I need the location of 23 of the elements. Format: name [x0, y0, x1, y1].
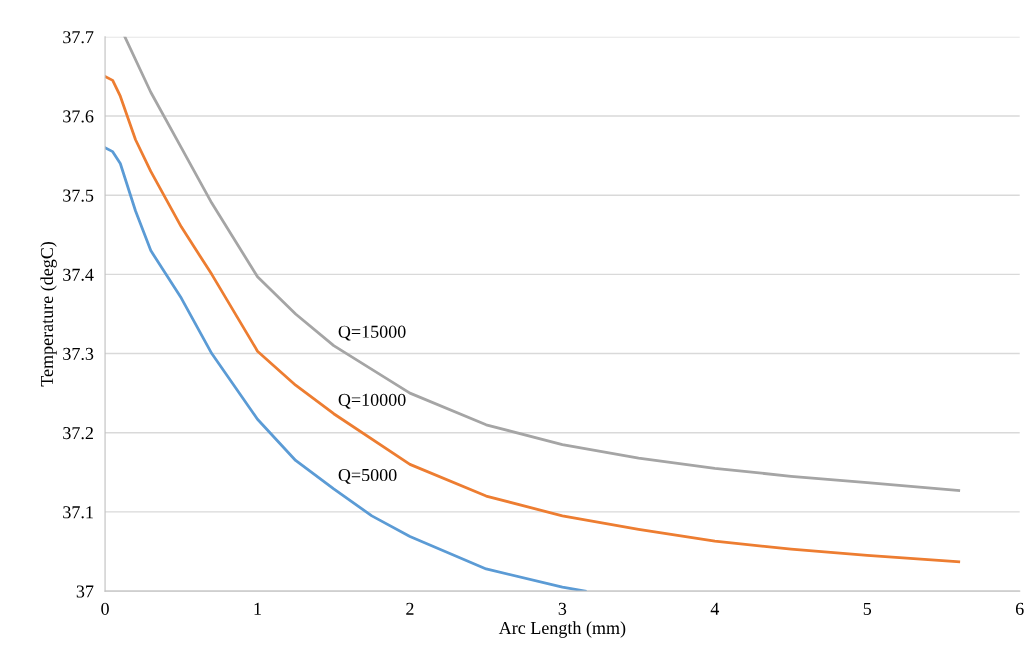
y-tick-label: 37.3 — [63, 347, 94, 361]
y-tick-label: 37.1 — [63, 506, 93, 519]
x-tick-label: 4 — [710, 602, 720, 615]
series-label: Q=5000 — [338, 468, 397, 484]
y-axis-title: Temperature (degC) — [40, 241, 57, 387]
x-tick-label: 6 — [1015, 602, 1024, 615]
y-tick-label: 37.6 — [63, 110, 94, 123]
line-series — [123, 36, 961, 492]
x-tick-label: 1 — [254, 602, 261, 615]
line-series — [105, 146, 587, 592]
line-series — [105, 75, 961, 564]
y-tick-label: 37.4 — [63, 268, 94, 281]
y-tick-label: 37.5 — [63, 189, 94, 202]
series-label: Q=15000 — [338, 325, 406, 341]
y-tick-label: 37 — [76, 585, 94, 598]
x-tick-label: 0 — [101, 602, 109, 615]
x-tick-label: 2 — [406, 602, 414, 615]
y-tick-label: 37.7 — [63, 31, 94, 44]
series-label: Q=10000 — [338, 393, 406, 409]
x-axis-title: Arc Length (mm) — [498, 621, 626, 638]
y-tick-label: 37.2 — [63, 427, 93, 440]
x-tick-label: 3 — [558, 602, 567, 615]
x-tick-label: 5 — [863, 602, 872, 615]
